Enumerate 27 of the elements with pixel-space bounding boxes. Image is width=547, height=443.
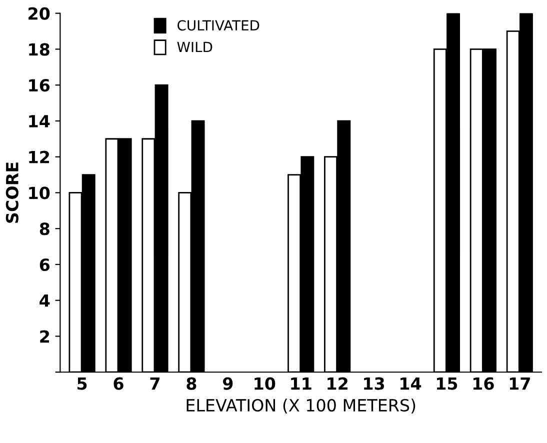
x-tick-label: 7 xyxy=(150,377,160,390)
legend-label: CULTIVATED xyxy=(178,20,260,31)
y-axis-title: SCORE xyxy=(6,162,18,223)
x-tick-label: 5 xyxy=(78,377,87,390)
x-tick-label: 17 xyxy=(510,377,530,390)
y-tick-label: 2 xyxy=(40,330,49,343)
y-tick-label: 10 xyxy=(29,186,50,200)
x-tick-label: 12 xyxy=(328,377,348,390)
x-tick-label: 9 xyxy=(222,377,233,390)
y-tick-label: 8 xyxy=(40,222,50,236)
x-tick-label: 8 xyxy=(186,377,196,390)
y-tick-label: 4 xyxy=(40,294,50,307)
x-tick-label: 16 xyxy=(473,377,494,390)
x-tick-label: 15 xyxy=(437,377,458,390)
x-tick-label: 14 xyxy=(400,377,422,390)
y-tick-label: 16 xyxy=(29,79,50,92)
y-tick-label: 20 xyxy=(28,7,50,20)
x-tick-label: 13 xyxy=(364,377,384,390)
y-tick-label: 6 xyxy=(40,258,50,272)
y-tick-label: 18 xyxy=(29,43,50,56)
x-tick-label: 10 xyxy=(254,377,276,390)
x-tick-label: 6 xyxy=(114,377,124,390)
y-tick-label: 12 xyxy=(29,150,49,164)
x-axis-title: ELEVATION (X 100 METERS) xyxy=(186,398,416,414)
x-tick-label: 11 xyxy=(291,377,312,390)
y-tick-label: 14 xyxy=(29,115,50,128)
legend-label: WILD xyxy=(177,42,212,52)
